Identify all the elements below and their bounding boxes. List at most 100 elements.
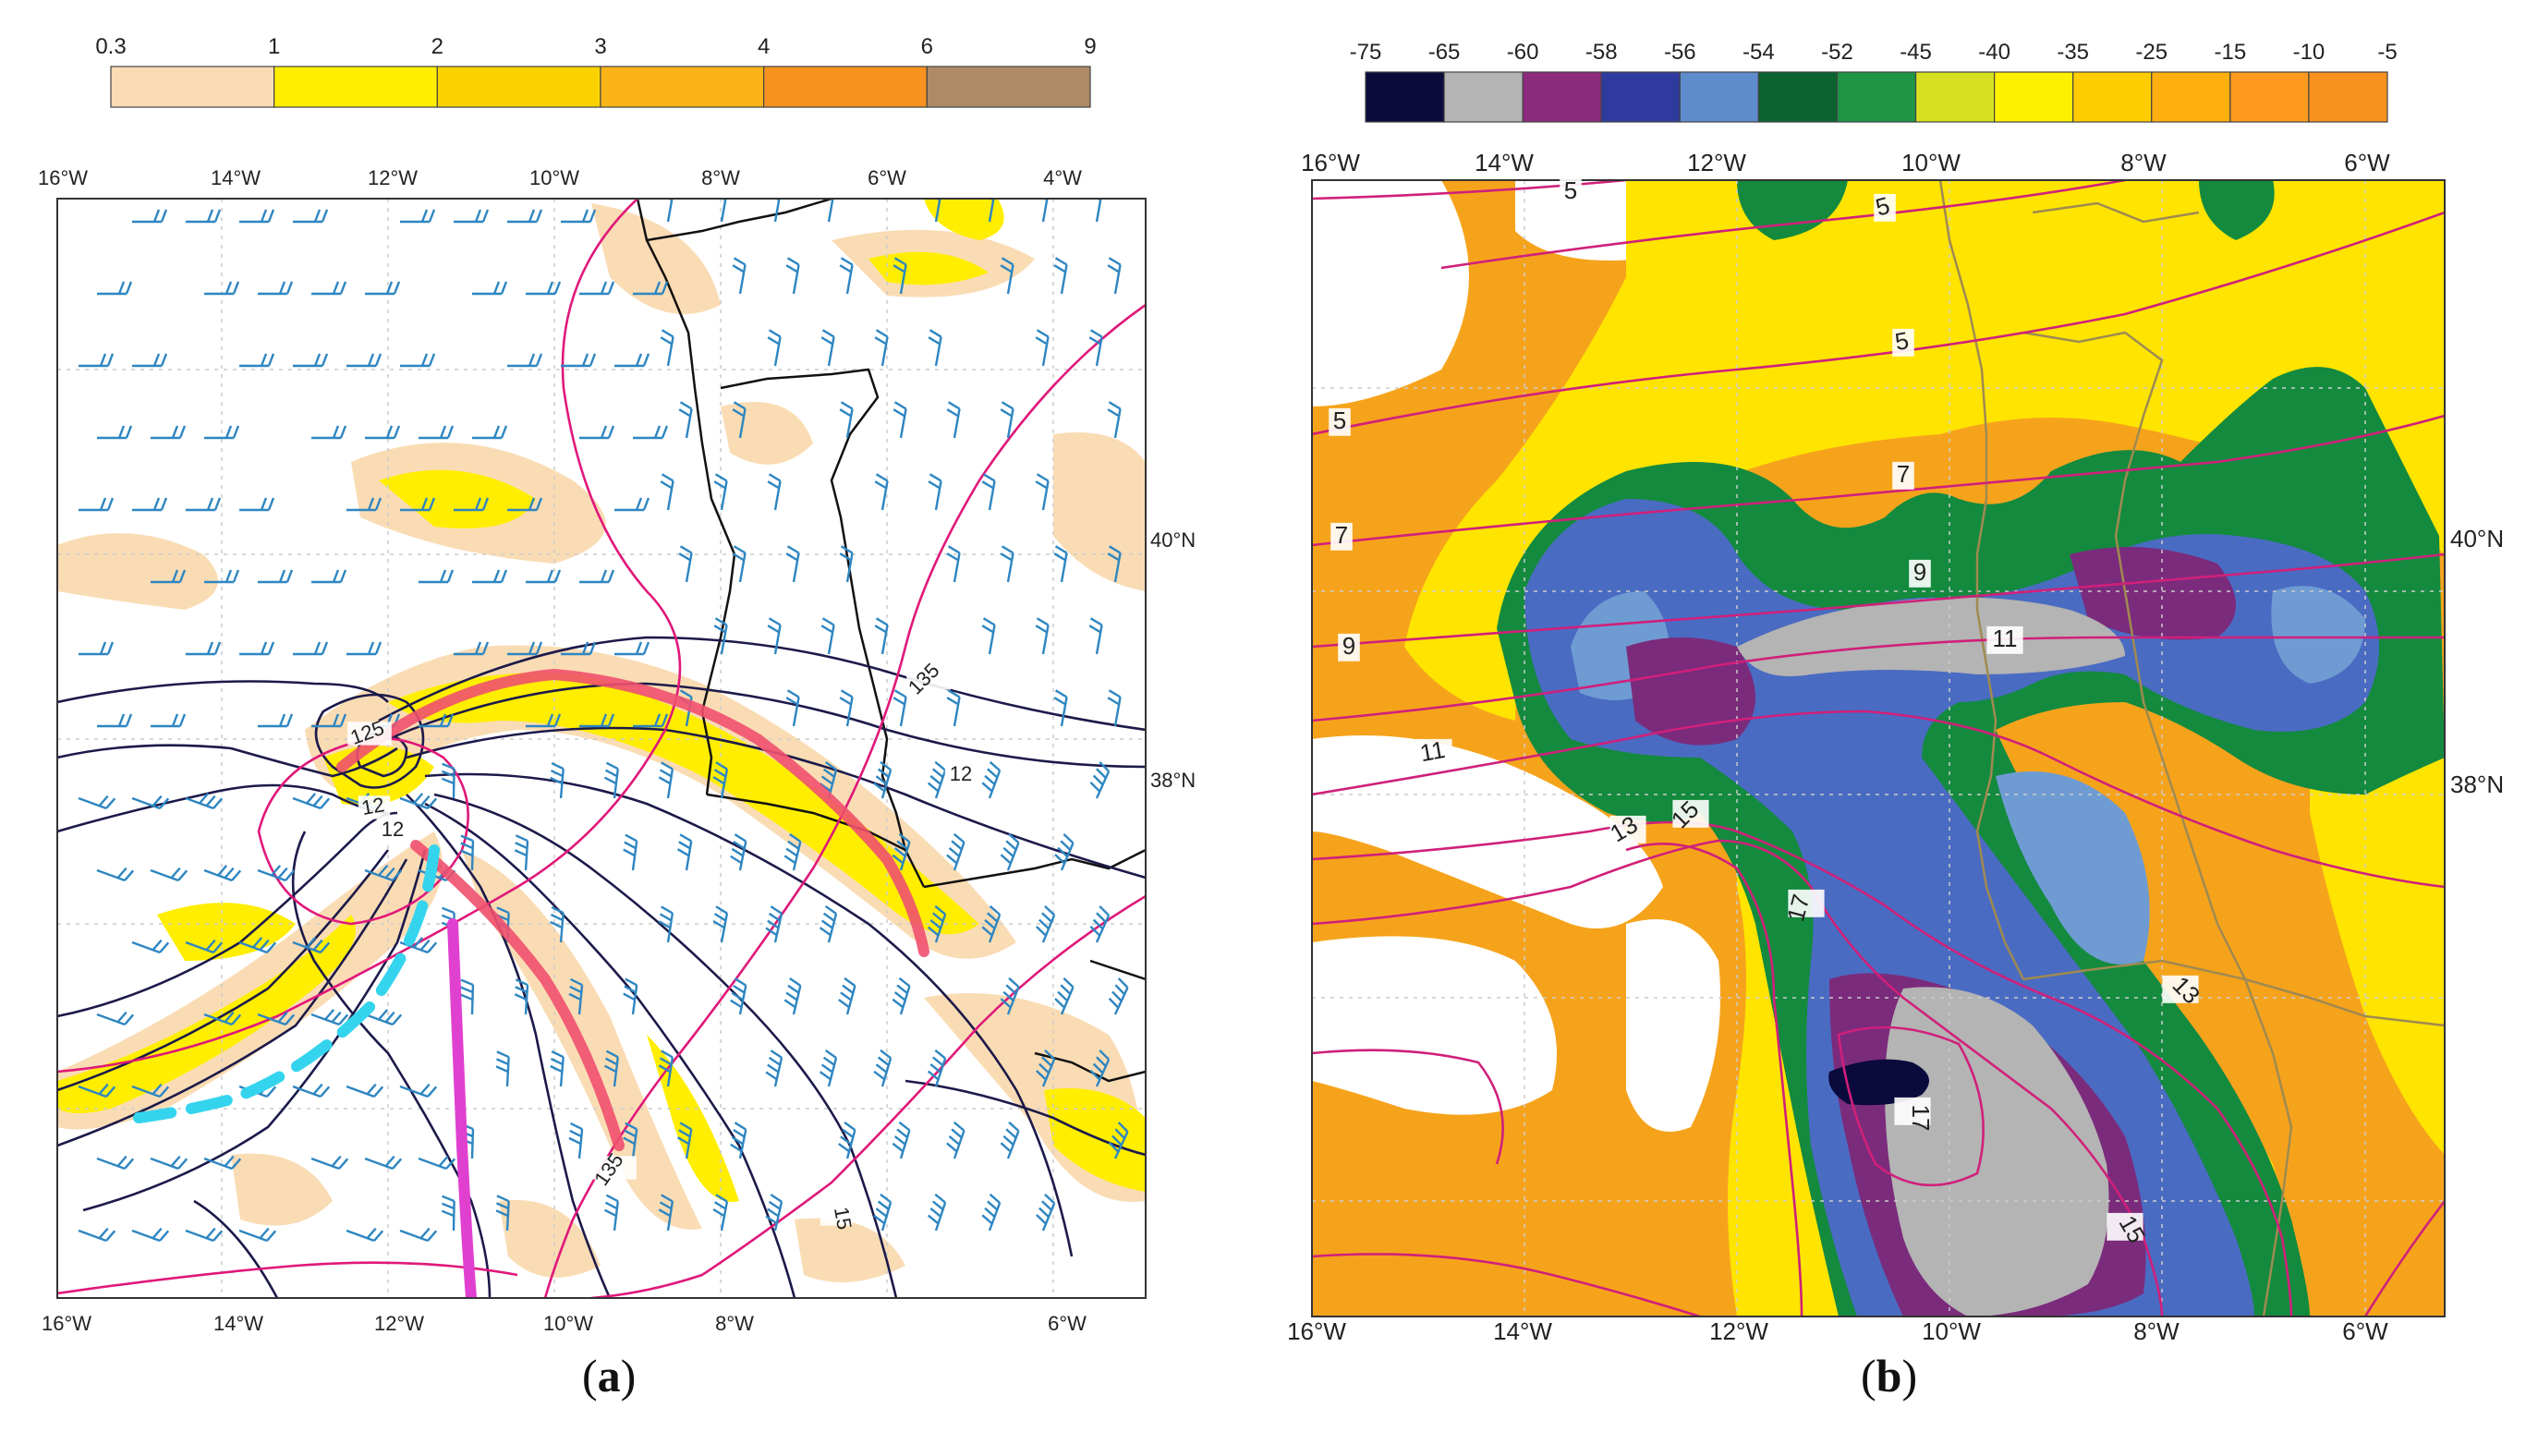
cloud-navy	[1828, 1059, 1929, 1106]
map-a	[57, 199, 1146, 1298]
top-lon-label: 10°W	[1901, 149, 1961, 176]
top-lon-label: 16°W	[1301, 149, 1360, 176]
top-lon-label: 12°W	[368, 166, 418, 189]
warm-front-line	[336, 668, 929, 957]
top-lon-label: 6°W	[868, 166, 906, 189]
top-lon-label: 4°W	[1043, 166, 1082, 189]
contour-label: 9	[1342, 632, 1355, 660]
map-b	[1312, 180, 2445, 1316]
clear-sky-areas	[1312, 180, 1755, 1132]
colorbar-swatch	[2229, 71, 2310, 123]
trough-line	[447, 918, 477, 1298]
contour-label: 7	[1897, 460, 1910, 488]
frontal-analysis	[133, 668, 929, 1298]
colorbar-tick-label: 3	[594, 34, 606, 59]
contour-label: 7	[1335, 521, 1348, 549]
top-lon-label: 16°W	[38, 166, 88, 189]
colorbar-a: 0.3 1 2 3 4 6 9	[95, 34, 1097, 108]
map-a-frame	[56, 198, 1147, 1299]
colorbar-tick-label: 9	[1084, 34, 1096, 59]
top-lon-label: 14°W	[1475, 149, 1534, 176]
bottom-lon-label: 16°W	[1287, 1317, 1346, 1345]
colorbar-swatch	[436, 66, 601, 108]
contour-label: 9	[1913, 558, 1926, 586]
colorbar-tick-label: -40	[1978, 40, 2010, 65]
contour-label: 5	[1893, 326, 1911, 356]
colorbar-tick-label: -45	[1900, 40, 1932, 65]
isobars	[57, 636, 1146, 1298]
colorbar-tick-label: 4	[758, 34, 770, 59]
colorbar-swatch	[2072, 71, 2153, 123]
colorbar-swatch	[1600, 71, 1681, 123]
bottom-lon-label: 10°W	[543, 1312, 593, 1335]
colorbar-tick-label: -60	[1507, 40, 1539, 65]
caption-a-open: (	[582, 1350, 598, 1401]
bottom-lon-label: 14°W	[213, 1312, 263, 1335]
caption-a-letter: a	[597, 1350, 621, 1401]
colorbar-tick-label: 6	[921, 34, 933, 59]
colorbar-swatch	[1443, 71, 1524, 123]
colorbar-tick-label: -52	[1821, 40, 1853, 65]
lat-label: 38°N	[2450, 770, 2504, 798]
contour-label: 11	[1418, 735, 1448, 767]
bottom-lon-label: 6°W	[1048, 1312, 1087, 1335]
contour-label: 11	[1993, 625, 2018, 652]
colorbar-swatch	[1914, 71, 1996, 123]
cold-front-line	[133, 844, 440, 1123]
top-lon-label: 10°W	[529, 166, 579, 189]
colorbar-tick-label: -56	[1664, 40, 1696, 65]
contour-label: 5	[1333, 406, 1346, 434]
colorbar-swatch	[1757, 71, 1839, 123]
colorbar-tick-label: -65	[1428, 40, 1461, 65]
map-b-frame	[1311, 179, 2446, 1317]
colorbar-swatch	[110, 66, 275, 108]
top-lon-label: 8°W	[2120, 149, 2167, 176]
country-borders	[1938, 180, 2445, 1316]
colorbar-tick-label: -25	[2135, 40, 2168, 65]
contour-label: 12	[382, 818, 404, 841]
colorbar-b: -75 -65 -60 -58 -56 -54 -52 -45 -40 -35 -25 -15 -10 -…	[1350, 40, 2398, 123]
colorbar-swatch	[926, 66, 1091, 108]
panel-a: 0.3 1 2 3 4 6 9	[38, 34, 1196, 1335]
colorbar-swatch	[1836, 71, 1917, 123]
colorbar-swatch	[1365, 71, 1445, 123]
top-lon-label: 6°W	[2344, 149, 2390, 176]
bottom-lon-label: 8°W	[715, 1312, 754, 1335]
contour-label: 12	[950, 762, 972, 785]
panel-b: -75 -65 -60 -58 -56 -54 -52 -45 -40 -35 -25 -15 -10 -…	[1287, 40, 2504, 1345]
caption-b-letter: b	[1876, 1350, 1902, 1401]
contour-label: 15	[830, 1205, 856, 1231]
colorbar-swatch	[273, 66, 438, 108]
caption-b-close: )	[1901, 1350, 1918, 1401]
bottom-lon-label: 14°W	[1493, 1317, 1552, 1345]
contour-label: 12	[359, 793, 385, 819]
caption-b-open: (	[1861, 1350, 1876, 1401]
colorbar-tick-label: -15	[2215, 40, 2247, 65]
caption-b: (b)	[1861, 1349, 1917, 1402]
colorbar-tick-label: -54	[1743, 40, 1775, 65]
colorbar-tick-label: -75	[1350, 40, 1382, 65]
lat-label: 40°N	[2450, 525, 2504, 552]
bottom-lon-label: 16°W	[42, 1312, 91, 1335]
top-lon-label: 14°W	[211, 166, 261, 189]
top-lon-label: 12°W	[1687, 149, 1746, 176]
colorbar-tick-label: 1	[268, 34, 280, 59]
magenta-contours-b	[1312, 180, 2445, 1316]
top-lon-label: 8°W	[701, 166, 740, 189]
bottom-lon-label: 12°W	[1709, 1317, 1768, 1345]
bottom-lon-label: 12°W	[374, 1312, 424, 1335]
colorbar-swatch	[763, 66, 928, 108]
colorbar-tick-label: 2	[431, 34, 443, 59]
caption-a: (a)	[582, 1349, 636, 1402]
colorbar-swatch	[600, 66, 765, 108]
colorbar-swatch	[2151, 71, 2231, 123]
contour-label: 17	[1907, 1105, 1935, 1132]
colorbar-tick-label: 0.3	[95, 34, 126, 59]
bottom-lon-label: 10°W	[1922, 1317, 1981, 1345]
colorbar-swatch	[2308, 71, 2388, 123]
caption-a-close: )	[620, 1350, 637, 1401]
axes-a: 16°W 14°W 12°W 10°W 8°W 6°W 4°W 16°W 14°W 12°W 10°…	[38, 166, 1196, 1335]
colorbar-tick-label: -10	[2293, 40, 2325, 65]
colorbar-swatch	[1679, 71, 1759, 123]
